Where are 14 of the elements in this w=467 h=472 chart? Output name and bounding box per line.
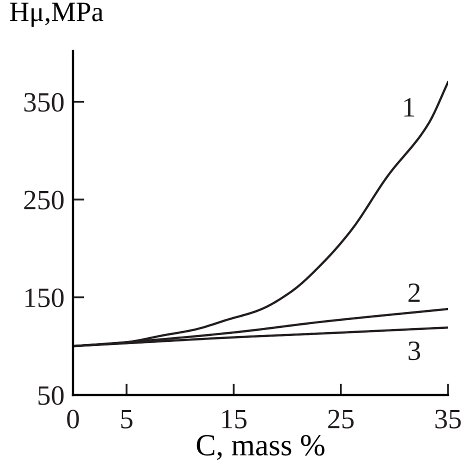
x-tick-label: 0 (67, 410, 79, 428)
x-tick-label: 15 (222, 410, 247, 428)
y-tick-label: 150 (25, 288, 64, 308)
x-tick-label: 5 (121, 410, 132, 428)
x-axis-title: C, mass % (196, 434, 324, 460)
x-tick-label: 35 (435, 410, 461, 428)
y-tick-label: 50 (38, 386, 64, 405)
series-label: 1 (404, 98, 414, 116)
y-axis-title: Hμ,MPa (10, 2, 104, 27)
y-tick-label: 350 (24, 92, 64, 112)
y-tick-label: 250 (24, 190, 64, 210)
series-label: 2 (408, 284, 420, 302)
series-label: 3 (408, 342, 420, 360)
x-tick-label: 25 (328, 410, 354, 428)
